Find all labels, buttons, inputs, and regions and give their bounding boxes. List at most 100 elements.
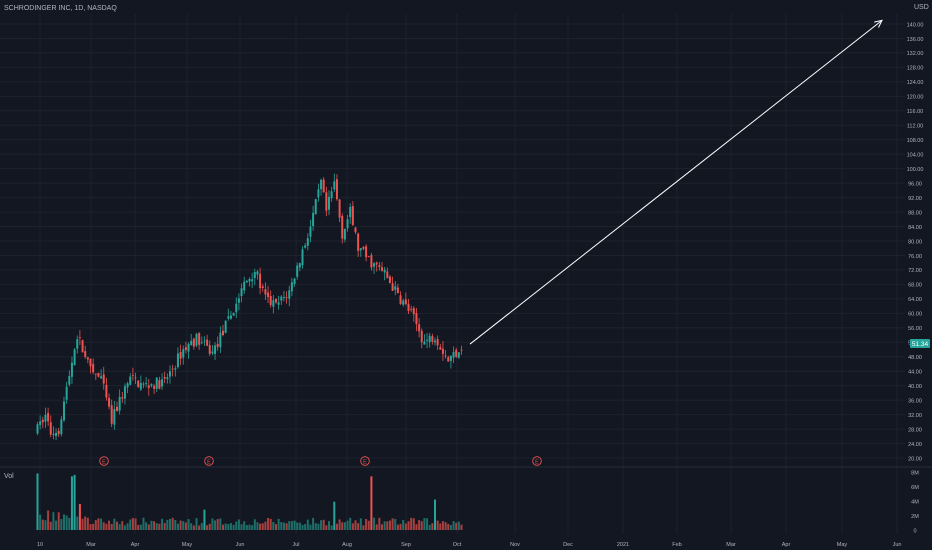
earnings-marker[interactable]: E bbox=[532, 456, 542, 466]
price-tick-label: 72.00 bbox=[908, 268, 922, 274]
candle bbox=[166, 373, 169, 384]
volume-bar bbox=[200, 523, 203, 530]
candle-body bbox=[57, 430, 60, 435]
volume-bar bbox=[192, 525, 195, 530]
candle bbox=[41, 416, 44, 429]
volume-bar bbox=[39, 514, 42, 530]
candle-body bbox=[264, 289, 267, 295]
candle-body bbox=[155, 377, 158, 389]
candle-body bbox=[370, 255, 373, 268]
candle bbox=[134, 372, 137, 385]
candle bbox=[396, 283, 399, 294]
candle bbox=[94, 373, 97, 381]
candle-body bbox=[161, 379, 164, 387]
volume-bar bbox=[280, 521, 283, 530]
volume-bar bbox=[169, 518, 171, 530]
volume-bar bbox=[383, 521, 386, 530]
volume-bar bbox=[203, 509, 206, 530]
volume-bar bbox=[110, 524, 113, 530]
earnings-marker[interactable]: E bbox=[99, 456, 109, 466]
candle-body bbox=[108, 397, 111, 407]
volume-bar bbox=[139, 524, 142, 530]
volume-bar bbox=[49, 521, 52, 530]
time-tick-label: May bbox=[837, 542, 848, 548]
candle-body bbox=[232, 312, 235, 316]
volume-bar bbox=[426, 518, 429, 530]
candle-body bbox=[309, 226, 312, 237]
candle-body bbox=[150, 384, 153, 386]
volume-bar bbox=[36, 473, 39, 530]
candle-body bbox=[116, 406, 118, 411]
volume-bar bbox=[245, 525, 248, 530]
volume-tick-label: 4M bbox=[911, 499, 919, 505]
volume-bar bbox=[404, 523, 407, 530]
time-tick-label: Feb bbox=[672, 542, 681, 548]
candle-body bbox=[410, 308, 413, 310]
candle bbox=[243, 276, 246, 294]
candle bbox=[187, 342, 190, 359]
earnings-marker-ring bbox=[204, 456, 214, 466]
price-tick-label: 96.00 bbox=[908, 181, 922, 187]
volume-bar bbox=[396, 524, 399, 530]
price-tick-label: 32.00 bbox=[908, 413, 922, 419]
candle-body bbox=[301, 249, 304, 266]
volume-bar bbox=[222, 524, 224, 530]
candle bbox=[245, 279, 248, 283]
volume-bar bbox=[415, 524, 418, 530]
candle-body bbox=[208, 345, 211, 354]
volume-bar bbox=[129, 519, 132, 530]
candle bbox=[304, 243, 307, 249]
volume-bar bbox=[47, 510, 50, 530]
candle bbox=[161, 373, 164, 390]
candle bbox=[449, 355, 452, 369]
candle-body bbox=[224, 320, 227, 333]
candle-body bbox=[396, 287, 399, 294]
candle-body bbox=[365, 246, 368, 258]
candle bbox=[105, 377, 108, 401]
candle-body bbox=[343, 228, 346, 240]
volume-bar bbox=[434, 499, 436, 530]
candle bbox=[282, 291, 285, 302]
volume-bar bbox=[357, 523, 360, 530]
candle-body bbox=[328, 196, 330, 210]
candle-body bbox=[113, 408, 116, 425]
candle bbox=[68, 370, 71, 387]
candle-body bbox=[412, 308, 415, 315]
candle-body bbox=[418, 324, 421, 332]
candle-body bbox=[145, 383, 148, 385]
volume-axis[interactable]: 0 2M 4M 6M 8M bbox=[911, 470, 919, 534]
price-tick-label: 20.00 bbox=[908, 456, 922, 462]
candle bbox=[235, 297, 238, 319]
candle-body bbox=[240, 288, 243, 297]
projection-arrow[interactable] bbox=[469, 19, 883, 345]
candle-body bbox=[187, 344, 190, 352]
candle bbox=[420, 328, 423, 349]
candle-body bbox=[36, 424, 39, 434]
candle bbox=[248, 277, 251, 287]
volume-bar bbox=[102, 522, 105, 530]
candle-body bbox=[367, 256, 370, 257]
earnings-marker[interactable]: E bbox=[204, 456, 214, 466]
candle-body bbox=[248, 278, 251, 282]
volume-bar bbox=[158, 523, 161, 530]
candle bbox=[65, 381, 68, 404]
earnings-marker[interactable]: E bbox=[360, 456, 370, 466]
candle bbox=[394, 281, 397, 296]
volume-bar bbox=[219, 518, 222, 530]
volume-bar bbox=[150, 520, 153, 530]
time-tick-label: Sep bbox=[401, 542, 411, 548]
candle-body bbox=[139, 383, 142, 390]
price-tick-label: 92.00 bbox=[908, 196, 922, 202]
volume-bar bbox=[89, 524, 92, 530]
price-axis[interactable]: 20.00 24.00 28.00 32.00 36.00 40.00 44.00 48.00… bbox=[907, 22, 924, 462]
candle bbox=[272, 295, 275, 314]
candle-body bbox=[198, 333, 201, 345]
candle bbox=[261, 283, 264, 292]
volume-bar bbox=[290, 521, 293, 530]
candle-body bbox=[97, 372, 100, 377]
candle bbox=[116, 401, 118, 412]
candle bbox=[354, 226, 357, 235]
volume-bar bbox=[182, 521, 185, 530]
time-axis[interactable]: 10 Mar Apr May Jun Jul Aug Sep Oct Nov Dec 2021 Feb M… bbox=[37, 542, 902, 548]
